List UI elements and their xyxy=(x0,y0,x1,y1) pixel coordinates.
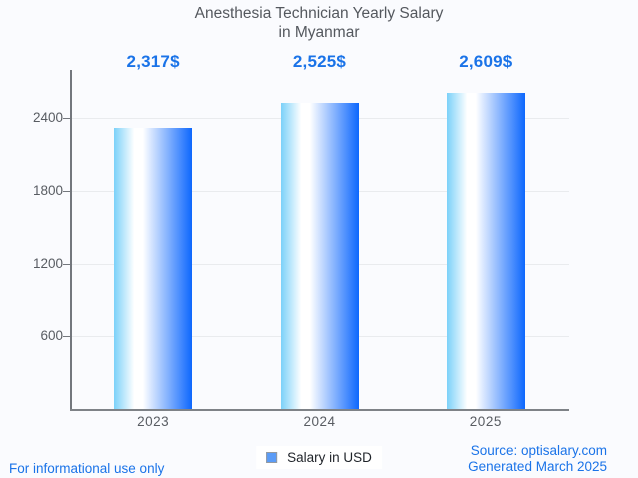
x-axis-tick-label: 2024 xyxy=(303,414,336,429)
bar-value-label: 2,525$ xyxy=(292,52,347,71)
chart-title-line1: Anesthesia Technician Yearly Salary xyxy=(194,5,444,22)
y-axis-tick-label: 1200 xyxy=(32,255,63,271)
source-block: Source: optisalary.com Generated March 2… xyxy=(468,443,607,475)
y-tick-1800 xyxy=(63,191,71,193)
y-axis-tick-label: 2400 xyxy=(32,110,63,126)
bar-2024 xyxy=(280,103,359,409)
bar-2023 xyxy=(114,128,193,409)
bar-2025 xyxy=(446,93,525,409)
generated-date: Generated March 2025 xyxy=(468,459,607,474)
chart-title-line2: in Myanmar xyxy=(278,24,360,41)
bar-value-label: 2,609$ xyxy=(459,52,513,71)
legend-label: Salary in USD xyxy=(287,450,372,465)
y-axis-tick-label: 1800 xyxy=(32,183,63,199)
chart-title: Anesthesia Technician Yearly Salary in M… xyxy=(0,4,638,42)
legend-swatch-icon xyxy=(266,452,278,463)
bar-value-label: 2,317$ xyxy=(126,52,180,71)
x-axis-tick-label: 2025 xyxy=(469,414,502,429)
y-tick-2400 xyxy=(63,118,71,120)
legend: Salary in USD xyxy=(256,446,382,469)
y-tick-1200 xyxy=(63,263,71,265)
x-axis-tick-label: 2023 xyxy=(137,414,170,429)
disclaimer-text: For informational use only xyxy=(9,461,165,476)
source-link[interactable]: Source: optisalary.com xyxy=(470,443,607,458)
x-axis-line xyxy=(70,408,569,411)
y-axis-line xyxy=(70,70,72,410)
y-tick-600 xyxy=(63,336,71,338)
y-axis-tick-label: 600 xyxy=(40,328,63,344)
